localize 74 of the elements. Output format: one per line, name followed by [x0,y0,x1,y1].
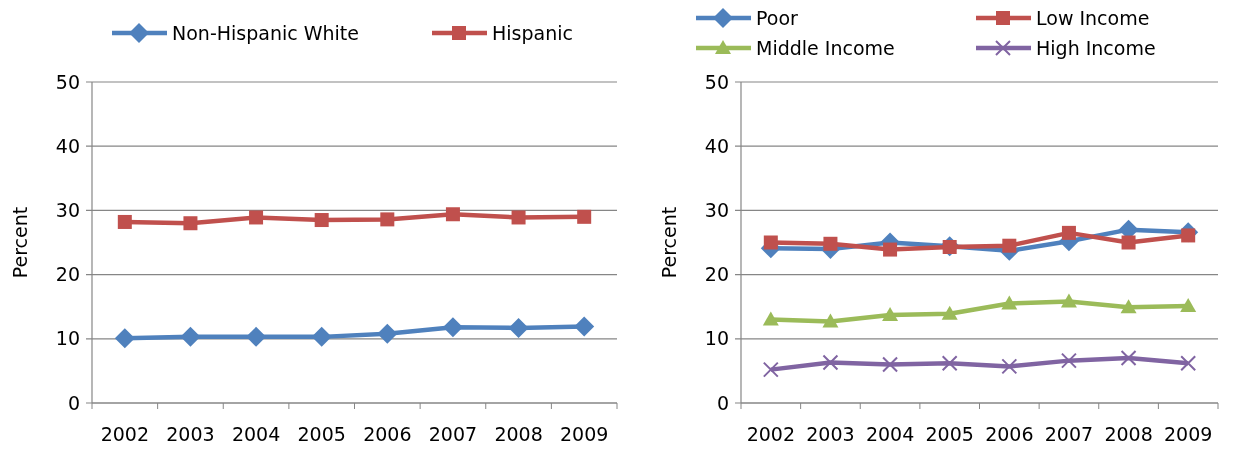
y-tick-label: 50 [704,70,729,93]
y-tick-label: 0 [67,391,80,414]
x-tick-label: 2008 [494,423,543,445]
legend-label: Poor [756,6,799,29]
x-tick-label: 2005 [297,423,346,445]
legend-label: High Income [1036,36,1156,59]
point [1001,358,1018,375]
point [882,356,899,373]
x-tick-label: 2009 [1164,423,1213,445]
legend-label: Middle Income [756,36,895,59]
y-tick-label: 20 [55,263,80,286]
point [941,305,958,320]
point [114,328,135,349]
point [377,323,398,344]
point [246,326,267,347]
point [883,242,898,257]
y-tick-label: 30 [704,199,729,222]
x-tick-label: 2003 [166,423,215,445]
point [822,354,839,371]
y-axis-title: Percent [9,206,31,279]
y-tick-label: 20 [704,263,729,286]
point [442,317,463,338]
x-tick-label: 2006 [985,423,1034,445]
y-tick-label: 10 [704,327,729,350]
x-tick-label: 2006 [363,423,412,445]
point [762,361,779,378]
point [1180,355,1197,372]
legend-label: Non-Hispanic White [172,21,359,44]
point [1002,238,1017,253]
point [941,355,958,372]
y-tick-label: 40 [704,134,729,157]
point [1061,225,1076,240]
point [763,235,778,250]
point [314,213,329,228]
y-tick-label: 50 [55,70,80,93]
x-tick-label: 2007 [1044,423,1094,445]
point [1120,299,1137,314]
point [1001,295,1018,310]
point [577,209,592,224]
point [511,210,526,225]
x-tick-label: 2005 [925,423,974,445]
point [183,216,198,231]
point [1060,293,1077,308]
point [1121,235,1136,250]
point [117,214,132,229]
x-tick-label: 2004 [865,423,915,445]
legend-label: Hispanic [492,21,573,44]
point [574,316,595,337]
point [882,307,899,322]
point [180,326,201,347]
y-tick-label: 0 [716,391,729,414]
x-tick-label: 2004 [231,423,281,445]
x-tick-label: 2008 [1104,423,1153,445]
point [311,326,332,347]
point [508,317,529,338]
legend-label: Low Income [1036,6,1150,29]
point [445,207,460,222]
point [762,311,779,326]
y-tick-label: 40 [55,134,80,157]
x-tick-label: 2007 [428,423,478,445]
point [249,210,264,225]
point [1120,350,1137,367]
y-tick-label: 30 [55,199,80,222]
x-tick-label: 2009 [560,423,609,445]
y-tick-label: 10 [55,327,80,350]
point [380,212,395,227]
y-axis-title: Percent [658,206,680,279]
point [1060,352,1077,369]
x-tick-label: 2002 [100,423,149,445]
x-tick-label: 2002 [746,423,795,445]
point [1180,298,1197,313]
x-tick-label: 2003 [806,423,855,445]
point [823,236,838,251]
point [822,313,839,328]
